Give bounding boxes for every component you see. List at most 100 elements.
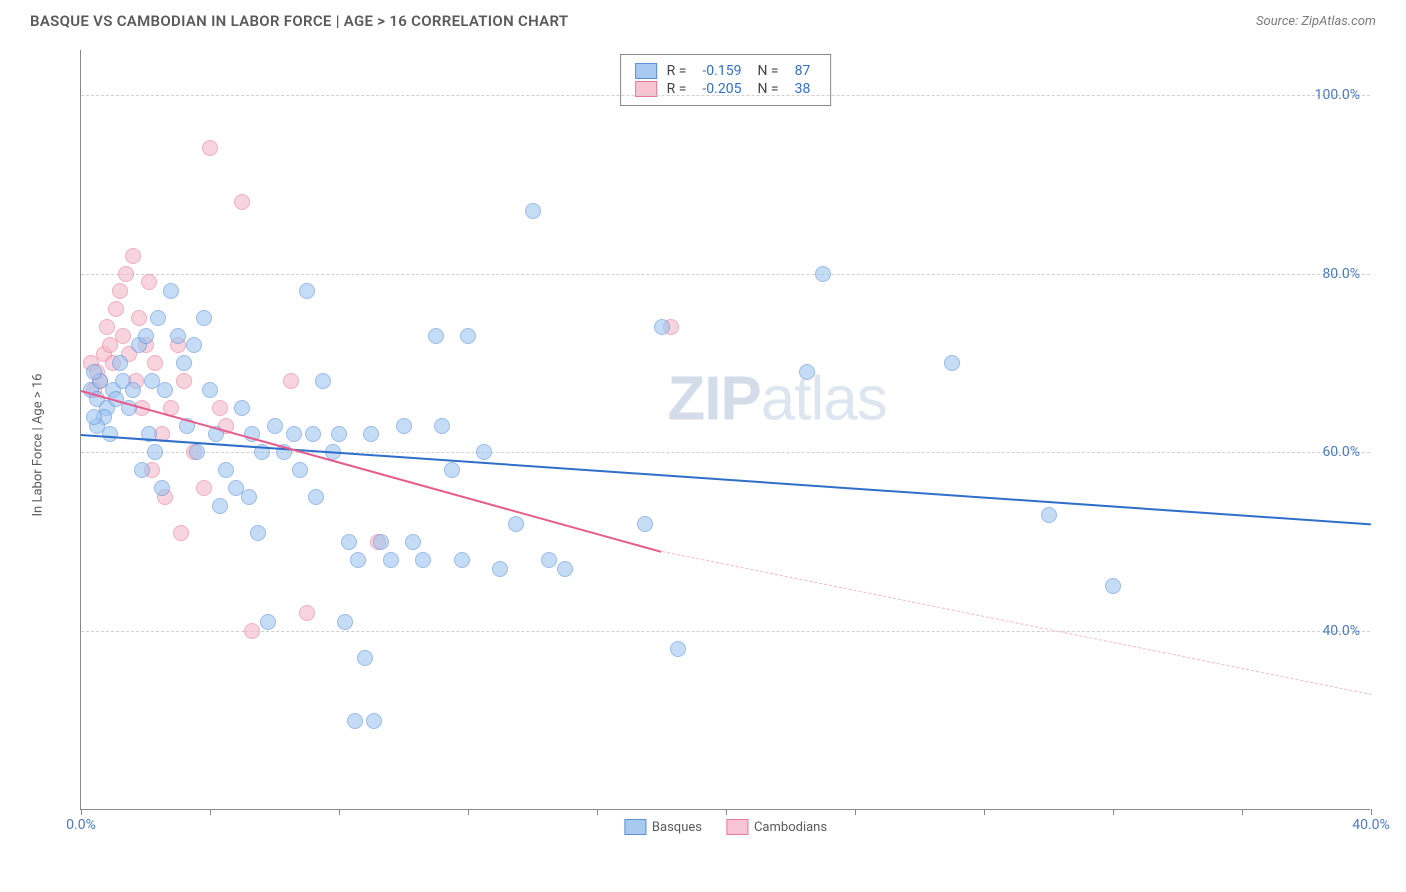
data-point [383,552,399,568]
data-point [415,552,431,568]
data-point [176,373,192,389]
swatch-basques-icon [624,819,646,835]
x-tick-label: 40.0% [1352,817,1390,833]
data-point [557,561,573,577]
data-point [86,364,102,380]
data-point [202,140,218,156]
chart-title: BASQUE VS CAMBODIAN IN LABOR FORCE | AGE… [30,12,568,30]
data-point [212,400,228,416]
data-point [305,426,321,442]
data-point [125,382,141,398]
data-point [99,319,115,335]
x-tick [1371,809,1372,815]
data-point [396,418,412,434]
data-point [234,400,250,416]
data-point [637,516,653,532]
data-point [654,319,670,335]
data-point [241,489,257,505]
x-tick [726,809,727,815]
x-tick [468,809,469,815]
y-tick-label: 40.0% [1322,623,1360,639]
data-point [315,373,331,389]
data-point [173,525,189,541]
swatch-basques [635,63,657,79]
data-point [112,283,128,299]
data-point [250,525,266,541]
trend-line [81,434,1371,525]
data-point [799,364,815,380]
data-point [337,614,353,630]
data-point [196,310,212,326]
swatch-cambodians-icon [726,819,748,835]
legend-row-basques: R = -0.159 N = 87 [635,63,817,79]
data-point [102,426,118,442]
data-point [299,605,315,621]
x-tick [1113,809,1114,815]
data-point [454,552,470,568]
data-point [460,328,476,344]
source-label: Source: ZipAtlas.com [1256,14,1376,29]
data-point [170,328,186,344]
data-point [1105,578,1121,594]
data-point [286,426,302,442]
data-point [434,418,450,434]
data-point [147,355,163,371]
gridline [81,631,1370,632]
x-tick [1242,809,1243,815]
data-point [202,382,218,398]
series-legend: Basques Cambodians [624,819,827,835]
data-point [134,462,150,478]
data-point [212,498,228,514]
data-point [260,614,276,630]
data-point [308,489,324,505]
data-point [196,480,212,496]
data-point [244,623,260,639]
x-tick [597,809,598,815]
data-point [444,462,460,478]
data-point [670,641,686,657]
data-point [292,462,308,478]
legend-item-cambodians: Cambodians [726,819,827,835]
data-point [357,650,373,666]
correlation-legend: R = -0.159 N = 87 R = -0.205 N = 38 [620,54,832,106]
data-point [944,355,960,371]
gridline [81,452,1370,453]
data-point [150,310,166,326]
data-point [283,373,299,389]
y-tick-label: 80.0% [1322,266,1360,282]
gridline [81,95,1370,96]
trend-line [661,551,1371,696]
data-point [138,328,154,344]
data-point [234,194,250,210]
chart-container: In Labor Force | Age > 16 ZIPatlas R = -… [50,50,1370,840]
data-point [299,283,315,299]
plot-area: ZIPatlas R = -0.159 N = 87 R = -0.205 N … [80,50,1370,810]
data-point [112,355,128,371]
data-point [1041,507,1057,523]
x-tick [339,809,340,815]
data-point [347,713,363,729]
data-point [366,713,382,729]
y-tick-label: 60.0% [1322,444,1360,460]
data-point [118,266,134,282]
x-tick [855,809,856,815]
data-point [373,534,389,550]
data-point [492,561,508,577]
data-point [154,480,170,496]
data-point [525,203,541,219]
data-point [176,355,192,371]
watermark: ZIPatlas [667,364,886,435]
data-point [428,328,444,344]
data-point [131,310,147,326]
data-point [189,444,205,460]
x-tick [81,809,82,815]
data-point [218,462,234,478]
data-point [508,516,524,532]
legend-item-basques: Basques [624,819,702,835]
data-point [341,534,357,550]
data-point [350,552,366,568]
data-point [163,283,179,299]
data-point [141,274,157,290]
data-point [115,328,131,344]
chart-header: BASQUE VS CAMBODIAN IN LABOR FORCE | AGE… [0,0,1406,38]
